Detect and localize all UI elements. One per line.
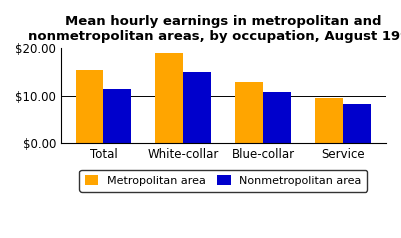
- Bar: [315, 98, 343, 143]
- Bar: [235, 82, 263, 143]
- Bar: [343, 104, 371, 143]
- Bar: [75, 70, 103, 143]
- Bar: [103, 89, 132, 143]
- Bar: [183, 72, 211, 143]
- Bar: [156, 53, 183, 143]
- Title: Mean hourly earnings in metropolitan and
nonmetropolitan areas, by occupation, A: Mean hourly earnings in metropolitan and…: [28, 15, 401, 43]
- Bar: [263, 92, 291, 143]
- Legend: Metropolitan area, Nonmetropolitan area: Metropolitan area, Nonmetropolitan area: [79, 170, 367, 192]
